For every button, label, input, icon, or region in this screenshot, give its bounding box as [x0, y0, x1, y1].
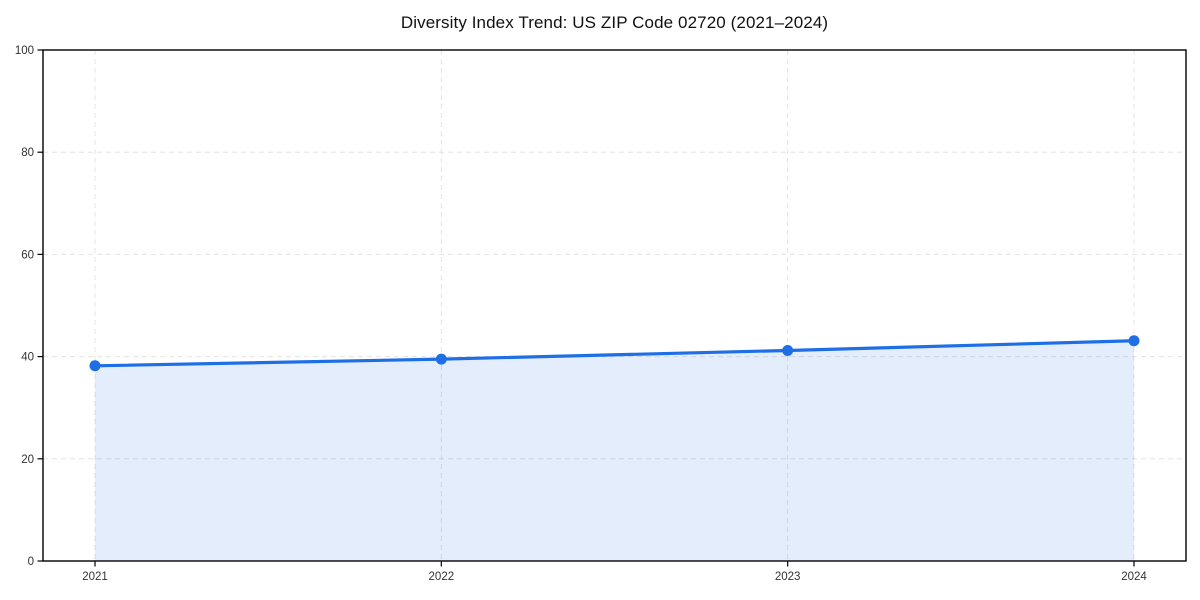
data-point-2024 [1128, 335, 1140, 347]
axis-frame [42, 49, 1187, 562]
data-point-2022 [435, 353, 447, 365]
y-tick-label: 40 [21, 352, 34, 364]
data-point-2023 [782, 344, 794, 356]
y-tick-label: 60 [21, 249, 34, 261]
y-tick-label: 0 [28, 556, 34, 568]
x-tick-label: 2023 [775, 571, 801, 583]
y-tick-label: 20 [21, 454, 34, 466]
x-tick-label: 2022 [429, 571, 455, 583]
data-point-2021 [89, 360, 101, 372]
x-tick-label: 2021 [82, 571, 108, 583]
trend-line [93, 339, 1136, 368]
x-tick-label: 2024 [1121, 571, 1147, 583]
chart-title: Diversity Index Trend: US ZIP Code 02720… [400, 13, 829, 32]
area-fill [95, 340, 1134, 561]
y-tick-label: 80 [21, 147, 34, 159]
y-tick-label: 100 [15, 45, 34, 57]
